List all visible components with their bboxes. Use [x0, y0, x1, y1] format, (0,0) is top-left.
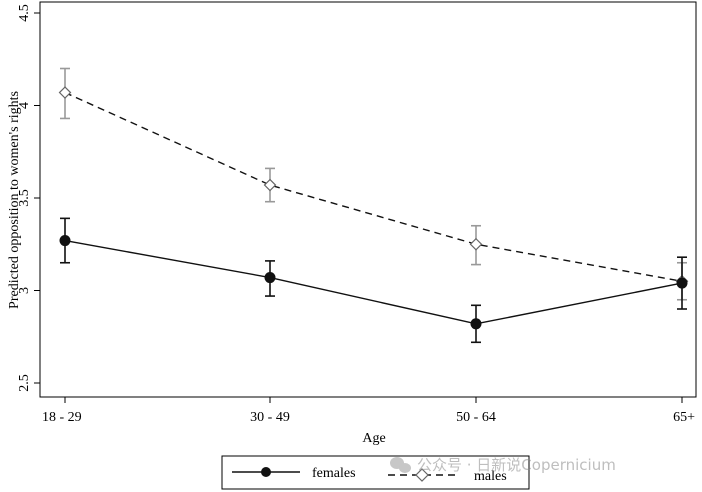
- data-point-females: [676, 277, 688, 289]
- series-line-males: [64, 91, 683, 282]
- data-point-females: [264, 272, 276, 284]
- y-tick-label: 4: [17, 102, 32, 109]
- data-point-males: [469, 237, 483, 251]
- x-tick-label: 65+: [673, 410, 695, 425]
- y-axis: 2.5 3 3.5 4 4.5: [17, 4, 40, 392]
- data-point-males: [58, 86, 72, 99]
- y-tick-label: 3: [17, 287, 32, 294]
- x-axis-label: Age: [362, 431, 385, 446]
- data-point-females: [59, 235, 71, 247]
- y-tick-label: 3.5: [17, 189, 32, 207]
- legend-label-females: females: [312, 466, 356, 481]
- legend-marker-females: [261, 467, 271, 477]
- series-line-females: [64, 239, 683, 325]
- plot-frame: [39, 1, 697, 398]
- data-point-males: [263, 178, 277, 192]
- legend: females males: [221, 455, 530, 490]
- x-tick-label: 30 - 49: [250, 410, 290, 425]
- x-tick-label: 50 - 64: [456, 410, 496, 425]
- x-tick-label: 18 - 29: [42, 410, 82, 425]
- x-axis: 18 - 29 30 - 49 50 - 64 65+: [42, 397, 695, 425]
- wechat-icon: [390, 457, 411, 473]
- watermark: 公众号 · 日新说Copernicium: [390, 456, 616, 474]
- data-point-females: [470, 318, 482, 330]
- watermark-text: 公众号 · 日新说Copernicium: [417, 456, 616, 474]
- plot-series: [58, 67, 689, 344]
- y-axis-label: Predicted opposition to women's rights: [7, 91, 22, 309]
- y-tick-label: 2.5: [17, 374, 32, 392]
- legend-label-males: males: [474, 469, 507, 484]
- legend-marker-males: [415, 468, 429, 482]
- y-tick-label: 4.5: [17, 4, 32, 22]
